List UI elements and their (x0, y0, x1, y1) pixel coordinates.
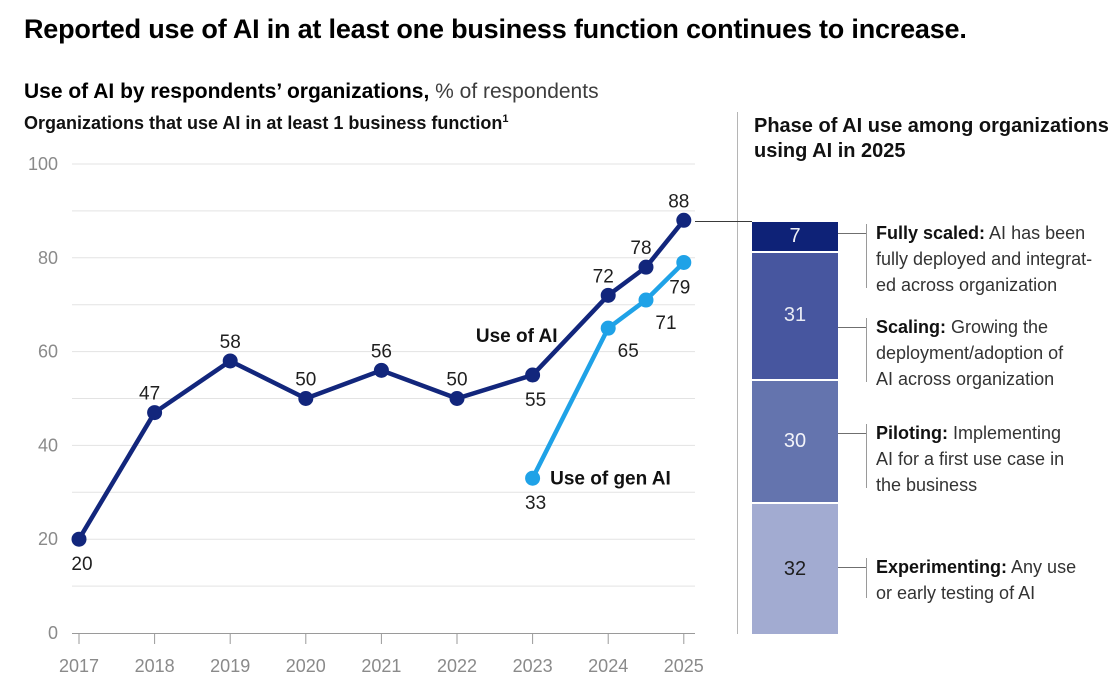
callout-description: Implementing AI for a first use case in … (876, 423, 1065, 495)
page-subtitle: Use of AI by respondents’ organizations,… (24, 80, 599, 104)
data-point (298, 391, 314, 406)
x-axis-label: 2025 (664, 656, 704, 676)
bar-segment-piloting: 30 (752, 378, 838, 503)
data-label: 71 (655, 313, 676, 334)
x-axis-label: 2021 (361, 656, 401, 676)
y-axis-label: 80 (38, 248, 58, 268)
x-axis-label: 2020 (286, 656, 326, 676)
bar-segment-scaling: 31 (752, 250, 838, 379)
callout-scaling: Scaling: Growing the deployment/adoption… (876, 314, 1116, 392)
y-axis-label: 20 (38, 529, 58, 549)
data-label: 33 (525, 493, 546, 514)
callout-bracket-line (866, 424, 867, 488)
data-point (222, 353, 238, 369)
data-point (147, 405, 163, 421)
segment-value: 30 (783, 429, 807, 452)
bar-to-point-connector-line (695, 221, 752, 222)
segment-value: 32 (783, 557, 807, 580)
y-axis-label: 60 (38, 342, 58, 362)
x-axis-label: 2023 (513, 656, 553, 676)
bar-segment-experimenting: 32 (752, 502, 838, 634)
callout-connector-line (838, 233, 866, 234)
callout-term: Scaling: (876, 317, 947, 337)
data-point (676, 212, 692, 228)
data-label: 88 (668, 191, 689, 212)
segment-value: 7 (789, 224, 801, 247)
series-annotation: Use of gen AI (550, 468, 671, 489)
segment-value: 31 (783, 304, 807, 327)
data-label: 50 (295, 370, 316, 391)
subtitle-bold-text: Use of AI by respondents’ organizations, (24, 80, 430, 103)
callout-description: AI has been fully deployed and integrat-… (876, 223, 1093, 295)
data-point (676, 254, 692, 270)
callout-bracket-line (866, 318, 867, 382)
data-label: 72 (593, 266, 614, 287)
data-label: 55 (525, 390, 546, 411)
series-line (530, 260, 687, 481)
callout-description: Any use or early testing of AI (876, 557, 1077, 603)
panel-divider-line (737, 112, 738, 634)
line-chart-title: Organizations that use AI in at least 1 … (24, 113, 509, 134)
series-line (76, 218, 687, 542)
callout-term: Experimenting: (876, 557, 1008, 577)
series-annotation: Use of AI (476, 326, 558, 347)
callout-piloting: Piloting: Implementing AI for a first us… (876, 420, 1116, 498)
callout-connector-line (838, 327, 866, 328)
page-title: Reported use of AI in at least one busin… (24, 14, 967, 44)
x-axis-label: 2017 (59, 656, 99, 676)
y-axis-label: 40 (38, 435, 58, 455)
data-point (600, 287, 616, 303)
data-label: 50 (446, 370, 467, 391)
x-axis-label: 2024 (588, 656, 628, 676)
data-label: 65 (618, 341, 639, 362)
footnote-marker: 1 (502, 113, 509, 125)
y-axis-label: 0 (48, 623, 58, 643)
callout-connector-line (838, 433, 866, 434)
x-axis-label: 2022 (437, 656, 477, 676)
data-point (373, 362, 389, 378)
data-point (638, 292, 654, 308)
data-point (449, 391, 465, 406)
data-label: 56 (371, 341, 392, 362)
callout-fully-scaled: Fully scaled: AI has been fully deployed… (876, 220, 1116, 298)
callout-term: Piloting: (876, 423, 948, 443)
phase-panel-title: Phase of AI use among organizations usin… (754, 115, 1109, 162)
callout-connector-line (838, 567, 866, 568)
data-label: 79 (669, 277, 690, 298)
data-point (525, 470, 541, 486)
callout-description: Growing the deployment/adoption of AI ac… (876, 317, 1064, 389)
data-point (525, 367, 541, 383)
data-point (71, 531, 87, 547)
data-label: 58 (220, 332, 241, 353)
x-axis-label: 2019 (210, 656, 250, 676)
data-label: 47 (139, 384, 160, 405)
x-axis-label: 2018 (135, 656, 175, 676)
y-axis-label: 100 (28, 154, 58, 174)
callout-term: Fully scaled: (876, 223, 986, 243)
data-point (600, 320, 616, 336)
bar-segment-fully-scaled: 7 (752, 222, 838, 251)
callout-experimenting: Experimenting: Any use or early testing … (876, 554, 1116, 606)
line-chart-title-text: Organizations that use AI in at least 1 … (24, 113, 503, 133)
callout-bracket-line (866, 224, 867, 288)
data-label: 20 (71, 554, 92, 575)
subtitle-unit-text: % of respondents (429, 80, 599, 103)
callout-bracket-line (866, 558, 867, 598)
data-point (638, 259, 654, 275)
data-label: 78 (630, 238, 651, 259)
